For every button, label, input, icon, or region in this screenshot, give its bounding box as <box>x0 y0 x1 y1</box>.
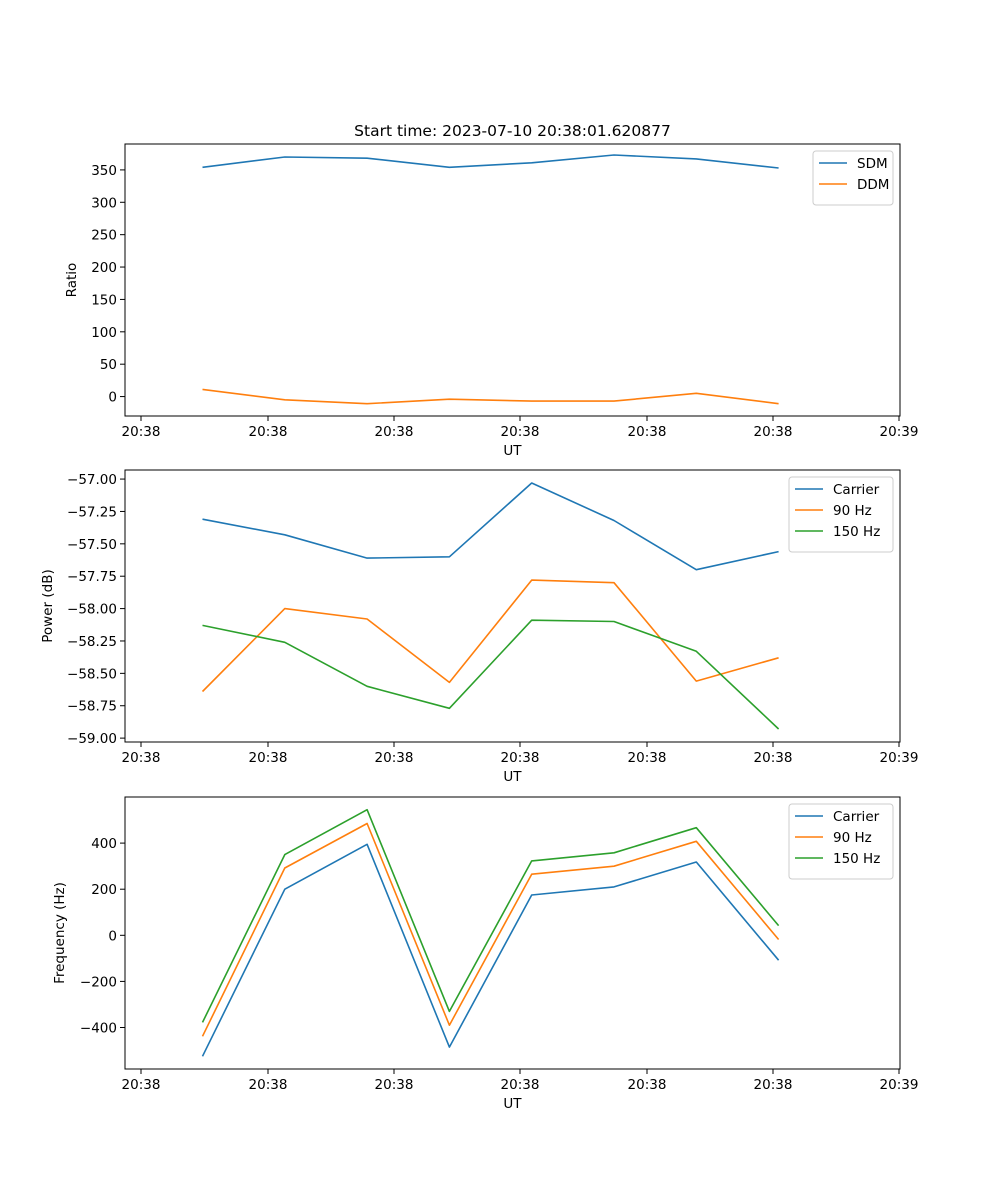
y-tick-label: −58.00 <box>67 602 117 618</box>
legend-label: SDM <box>857 156 888 172</box>
x-tick-label: 20:38 <box>754 750 793 766</box>
legend-label: Carrier <box>833 482 880 498</box>
x-tick-label: 20:38 <box>122 750 161 766</box>
x-tick-label: 20:38 <box>249 1077 288 1093</box>
y-axis-label: Power (dB) <box>40 569 56 642</box>
x-tick-label: 20:39 <box>880 424 919 440</box>
legend: Carrier 90 Hz 150 Hz <box>788 476 894 553</box>
y-tick-label: 350 <box>91 163 117 179</box>
series-line-ddm <box>202 388 779 405</box>
x-tick-label: 20:38 <box>375 750 414 766</box>
x-tick-label: 20:38 <box>754 1077 793 1093</box>
x-tick-label: 20:38 <box>249 750 288 766</box>
series-line-carrier <box>201 843 780 1057</box>
y-tick-label: 150 <box>91 292 117 308</box>
y-tick-label: 100 <box>91 325 117 341</box>
series-line-90-hz <box>201 822 780 1037</box>
x-tick-label: 20:38 <box>375 424 414 440</box>
y-tick-label: −57.00 <box>67 472 117 488</box>
x-tick-label: 20:38 <box>122 1077 161 1093</box>
y-tick-label: −58.25 <box>67 634 117 650</box>
x-axis-label: UT <box>503 1096 522 1112</box>
y-tick-label: −57.75 <box>67 569 117 585</box>
x-tick-label: 20:38 <box>501 750 540 766</box>
x-tick-label: 20:38 <box>122 424 161 440</box>
x-axis-label: UT <box>503 443 522 459</box>
y-tick-label: −57.25 <box>67 504 117 520</box>
legend: Carrier 90 Hz 150 Hz <box>788 803 894 880</box>
legend-box <box>812 150 894 206</box>
legend-box <box>788 476 894 553</box>
axes-frame <box>124 143 901 417</box>
y-tick-label: −58.50 <box>67 666 117 682</box>
x-tick-label: 20:38 <box>501 424 540 440</box>
axes-frame <box>124 796 901 1070</box>
y-tick-label: 0 <box>108 928 117 944</box>
y-tick-label: 400 <box>91 836 117 852</box>
series-line-carrier <box>202 482 779 571</box>
subplots: 20:38 20:38 20:38 20:38 20:38 20:38 20:39 0 50 10… <box>40 143 919 1112</box>
legend-box <box>788 803 894 880</box>
y-tick-label: −400 <box>80 1021 117 1037</box>
x-tick-label: 20:39 <box>880 750 919 766</box>
legend-label: 150 Hz <box>833 851 880 867</box>
legend-label: Carrier <box>833 809 880 825</box>
figure-title: Start time: 2023-07-10 20:38:01.620877 <box>354 122 671 140</box>
legend-label: 150 Hz <box>833 524 880 540</box>
x-tick-label: 20:39 <box>880 1077 919 1093</box>
subplot-1: 20:38 20:38 20:38 20:38 20:38 20:38 20:39 0 50 10… <box>64 143 919 459</box>
series-line-90-hz <box>201 579 779 693</box>
x-tick-label: 20:38 <box>249 424 288 440</box>
y-tick-label: 200 <box>91 882 117 898</box>
subplot-3: 20:38 20:38 20:38 20:38 20:38 20:38 20:39 −400 −… <box>52 796 919 1112</box>
subplot-2: 20:38 20:38 20:38 20:38 20:38 20:38 20:39 −59.0… <box>40 469 919 785</box>
legend-label: DDM <box>857 177 889 193</box>
series-line-150-hz <box>201 808 780 1023</box>
axes-frame <box>124 469 901 743</box>
y-tick-label: −58.75 <box>67 699 117 715</box>
y-tick-label: 0 <box>108 390 117 406</box>
legend: SDM DDM <box>812 150 894 206</box>
y-tick-label: 250 <box>91 228 117 244</box>
x-tick-label: 20:38 <box>628 750 667 766</box>
y-axis-label: Ratio <box>64 263 80 298</box>
series-line-150-hz <box>202 619 780 730</box>
y-tick-label: 50 <box>100 357 117 373</box>
x-tick-label: 20:38 <box>628 424 667 440</box>
x-axis-label: UT <box>503 769 522 785</box>
legend-label: 90 Hz <box>833 830 872 846</box>
y-tick-label: −200 <box>80 974 117 990</box>
y-tick-label: −57.50 <box>67 537 117 553</box>
legend-label: 90 Hz <box>833 503 872 519</box>
x-tick-label: 20:38 <box>501 1077 540 1093</box>
y-tick-label: 300 <box>91 195 117 211</box>
y-axis-label: Frequency (Hz) <box>52 882 68 984</box>
y-tick-label: −59.00 <box>67 731 117 747</box>
y-tick-label: 200 <box>91 260 117 276</box>
series-line-sdm <box>202 154 779 169</box>
x-tick-label: 20:38 <box>375 1077 414 1093</box>
x-tick-label: 20:38 <box>754 424 793 440</box>
x-tick-label: 20:38 <box>628 1077 667 1093</box>
